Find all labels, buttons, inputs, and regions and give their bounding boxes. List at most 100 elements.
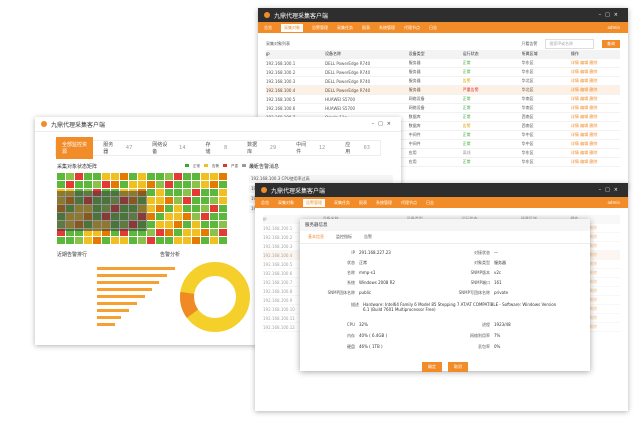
nav-tab[interactable]: 日志 — [426, 199, 434, 205]
matrix-cell[interactable] — [174, 213, 182, 220]
matrix-cell[interactable] — [138, 229, 146, 236]
dialog-tab[interactable]: 告警 — [364, 234, 372, 239]
cell[interactable]: 详情 编辑 删除 — [570, 105, 598, 110]
matrix-cell[interactable] — [174, 173, 182, 180]
matrix-cell[interactable] — [93, 237, 101, 244]
cell[interactable]: 详情 编辑 删除 — [570, 60, 598, 65]
matrix-cell[interactable] — [84, 237, 92, 244]
matrix-cell[interactable] — [93, 173, 101, 180]
stat-label[interactable]: 网络设备 — [152, 142, 168, 155]
dialog-button[interactable]: 取消 — [448, 362, 468, 372]
matrix-cell[interactable] — [219, 213, 227, 220]
matrix-cell[interactable] — [192, 197, 200, 204]
matrix-cell[interactable] — [165, 213, 173, 220]
matrix-cell[interactable] — [147, 173, 155, 180]
matrix-cell[interactable] — [192, 189, 200, 196]
nav-tab[interactable]: 代理节点 — [401, 199, 417, 205]
matrix-cell[interactable] — [219, 197, 227, 204]
matrix-cell[interactable] — [165, 221, 173, 228]
matrix-cell[interactable] — [219, 189, 227, 196]
matrix-cell[interactable] — [174, 197, 182, 204]
matrix-cell[interactable] — [57, 181, 65, 188]
matrix-cell[interactable] — [192, 229, 200, 236]
matrix-cell[interactable] — [210, 213, 218, 220]
matrix-cell[interactable] — [174, 181, 182, 188]
matrix-cell[interactable] — [192, 237, 200, 244]
matrix-cell[interactable] — [201, 237, 209, 244]
matrix-cell[interactable] — [201, 181, 209, 188]
matrix-cell[interactable] — [219, 221, 227, 228]
matrix-cell[interactable] — [156, 237, 164, 244]
matrix-cell[interactable] — [183, 229, 191, 236]
matrix-cell[interactable] — [174, 221, 182, 228]
nav-tab[interactable]: 总览 — [261, 199, 269, 205]
dialog-tab[interactable]: 基本信息 — [308, 234, 324, 239]
stat-label[interactable]: 存储 — [205, 142, 211, 155]
nav-tab[interactable]: 总览 — [264, 24, 272, 30]
matrix-cell[interactable] — [201, 221, 209, 228]
matrix-cell[interactable] — [111, 237, 119, 244]
matrix-cell[interactable] — [165, 237, 173, 244]
matrix-cell[interactable] — [129, 173, 137, 180]
user[interactable]: admin — [607, 200, 620, 205]
matrix-cell[interactable] — [192, 221, 200, 228]
matrix-cell[interactable] — [93, 229, 101, 236]
matrix-cell[interactable] — [102, 229, 110, 236]
nav-tab[interactable]: 报表 — [362, 24, 370, 30]
matrix-cell[interactable] — [165, 181, 173, 188]
matrix-cell[interactable] — [147, 181, 155, 188]
nav-tab[interactable]: 采集任务 — [337, 24, 353, 30]
matrix-cell[interactable] — [66, 229, 74, 236]
cell[interactable]: 详情 编辑 删除 — [570, 150, 598, 155]
matrix-cell[interactable] — [129, 237, 137, 244]
matrix-cell[interactable] — [192, 205, 200, 212]
nav-tab[interactable]: 采集任务 — [334, 199, 350, 205]
matrix-cell[interactable] — [210, 221, 218, 228]
cell[interactable]: 详情 编辑 删除 — [570, 141, 598, 146]
matrix-cell[interactable] — [138, 181, 146, 188]
matrix-cell[interactable] — [66, 181, 74, 188]
matrix-cell[interactable] — [192, 213, 200, 220]
matrix-cell[interactable] — [102, 173, 110, 180]
matrix-cell[interactable] — [111, 181, 119, 188]
cell[interactable]: 详情 编辑 删除 — [570, 78, 598, 83]
matrix-cell[interactable] — [210, 197, 218, 204]
matrix-cell[interactable] — [183, 205, 191, 212]
matrix-cell[interactable] — [147, 237, 155, 244]
matrix-cell[interactable] — [156, 181, 164, 188]
matrix-cell[interactable] — [156, 205, 164, 212]
matrix-cell[interactable] — [147, 197, 155, 204]
matrix-cell[interactable] — [138, 173, 146, 180]
nav-tab[interactable]: 告警管理 — [303, 198, 325, 207]
nav-tab[interactable]: 报表 — [359, 199, 367, 205]
matrix-cell[interactable] — [156, 221, 164, 228]
stat-label[interactable]: 服务器 — [103, 142, 114, 155]
matrix-cell[interactable] — [156, 197, 164, 204]
matrix-cell[interactable] — [219, 173, 227, 180]
matrix-cell[interactable] — [183, 189, 191, 196]
matrix-cell[interactable] — [156, 213, 164, 220]
matrix-cell[interactable] — [183, 181, 191, 188]
primary-button[interactable]: 全部监控资源 — [56, 137, 94, 159]
matrix-cell[interactable] — [183, 221, 191, 228]
matrix-cell[interactable] — [75, 173, 83, 180]
cell[interactable]: 详情 编辑 删除 — [570, 87, 598, 92]
nav-tab[interactable]: 采集对象 — [278, 199, 294, 205]
matrix-cell[interactable] — [84, 173, 92, 180]
matrix-cell[interactable] — [192, 181, 200, 188]
matrix-cell[interactable] — [165, 197, 173, 204]
matrix-cell[interactable] — [84, 181, 92, 188]
matrix-cell[interactable] — [111, 173, 119, 180]
cell[interactable]: 详情 编辑 删除 — [570, 69, 598, 74]
matrix-cell[interactable] — [93, 181, 101, 188]
user[interactable]: admin — [607, 25, 620, 30]
matrix-cell[interactable] — [120, 181, 128, 188]
stat-label[interactable]: 中间件 — [296, 142, 307, 155]
nav-tab[interactable]: 系统管理 — [379, 24, 395, 30]
matrix-cell[interactable] — [84, 229, 92, 236]
matrix-cell[interactable] — [165, 173, 173, 180]
nav-tab[interactable]: 日志 — [429, 24, 437, 30]
matrix-cell[interactable] — [120, 173, 128, 180]
nav-tab[interactable]: 告警管理 — [312, 24, 328, 30]
matrix-cell[interactable] — [183, 197, 191, 204]
